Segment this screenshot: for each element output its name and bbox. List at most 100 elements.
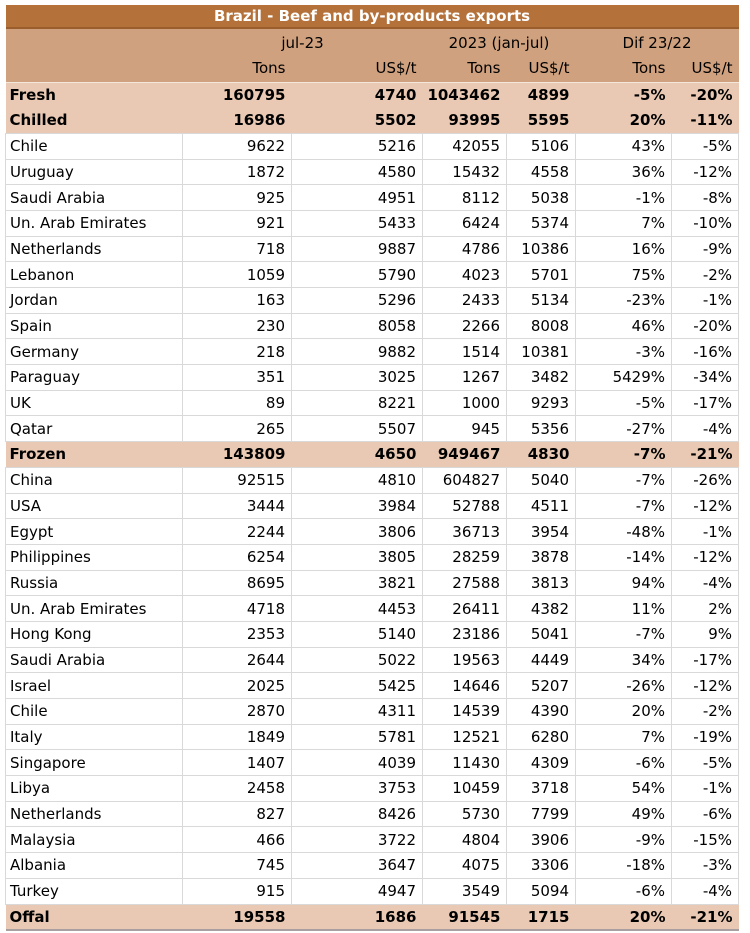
cell-tons-jul23: 718: [182, 235, 292, 263]
cell-usdt-jul23: 5502: [291, 107, 423, 134]
cell-usdt-dif: -10%: [670, 209, 740, 237]
cell-tons-jul23: 9622: [182, 132, 292, 160]
row-label: Saudi Arabia: [5, 184, 183, 211]
cell-tons-jul23: 4718: [182, 595, 292, 622]
cell-usdt-2023: 4558: [506, 158, 576, 186]
cell-tons-2023: 10459: [422, 775, 507, 802]
cell-usdt-dif: -20%: [671, 82, 739, 108]
cell-tons-2023: 26411: [422, 595, 507, 622]
table-row: Russia 8695 3821 27588 3813 94% -4%: [5, 569, 740, 597]
table-body: Fresh 160795 4740 1043462 4899 -5% -20% Chilled…: [5, 82, 740, 931]
cell-tons-jul23: 3444: [182, 492, 292, 520]
section-row: Chilled 16986 5502 93995 5595 20% -11%: [5, 107, 739, 134]
cell-tons-jul23: 143809: [182, 441, 292, 468]
cell-tons-jul23: 2353: [182, 620, 292, 648]
col-header-usdt-jul23: US$/t: [291, 56, 423, 83]
cell-tons-2023: 15432: [422, 158, 507, 186]
cell-tons-dif: 16%: [575, 235, 672, 263]
cell-usdt-2023: 8008: [506, 312, 576, 340]
cell-usdt-dif: -16%: [670, 338, 740, 366]
table-row: Netherlands 718 9887 4786 10386 16% -9%: [5, 235, 740, 263]
corner-cell-sub: [5, 56, 183, 83]
cell-usdt-2023: 3878: [506, 543, 576, 571]
cell-tons-2023: 11430: [422, 749, 507, 777]
cell-usdt-jul23: 5781: [291, 723, 423, 751]
cell-usdt-jul23: 5790: [291, 261, 423, 288]
cell-usdt-dif: -1%: [670, 775, 740, 802]
cell-usdt-2023: 4449: [506, 646, 576, 674]
table-row: China 92515 4810 604827 5040 -7% -26%: [5, 466, 740, 494]
cell-usdt-2023: 7799: [506, 800, 576, 828]
table-row: Spain 230 8058 2266 8008 46% -20%: [5, 312, 740, 340]
cell-usdt-dif: -6%: [670, 800, 740, 828]
cell-tons-2023: 2433: [422, 287, 507, 314]
row-label: UK: [5, 389, 183, 417]
table-row: USA 3444 3984 52788 4511 -7% -12%: [5, 492, 740, 520]
table-row: Un. Arab Emirates 4718 4453 26411 4382 11% 2%: [5, 595, 740, 622]
cell-tons-dif: 94%: [575, 569, 672, 597]
cell-usdt-2023: 1715: [506, 904, 576, 931]
cell-usdt-dif: -4%: [670, 877, 740, 905]
cell-usdt-dif: -17%: [670, 646, 740, 674]
row-label: Netherlands: [5, 800, 183, 828]
col-header-tons-jul23: Tons: [182, 56, 292, 83]
cell-tons-dif: -27%: [575, 415, 672, 443]
cell-tons-jul23: 92515: [182, 466, 292, 494]
cell-usdt-2023: 5038: [506, 184, 576, 211]
cell-usdt-2023: 9293: [506, 389, 576, 417]
cell-tons-jul23: 745: [182, 852, 292, 879]
row-label: Chile: [5, 132, 183, 160]
cell-usdt-jul23: 4810: [291, 466, 423, 494]
cell-usdt-dif: -34%: [670, 364, 740, 391]
cell-tons-2023: 27588: [422, 569, 507, 597]
cell-tons-jul23: 6254: [182, 543, 292, 571]
cell-usdt-dif: -11%: [671, 107, 739, 134]
row-label: Russia: [5, 569, 183, 597]
cell-usdt-dif: -4%: [670, 569, 740, 597]
cell-usdt-jul23: 9887: [291, 235, 423, 263]
cell-usdt-dif: -19%: [670, 723, 740, 751]
cell-usdt-2023: 3954: [506, 518, 576, 545]
cell-usdt-dif: -5%: [670, 132, 740, 160]
cell-tons-2023: 36713: [422, 518, 507, 545]
row-label: Malaysia: [5, 826, 183, 854]
cell-usdt-jul23: 4740: [291, 82, 423, 108]
column-group-jul23: jul-23: [182, 28, 423, 56]
cell-usdt-2023: 10386: [506, 235, 576, 263]
row-label: Germany: [5, 338, 183, 366]
cell-usdt-2023: 4830: [506, 441, 576, 468]
cell-tons-2023: 949467: [422, 441, 507, 468]
cell-usdt-2023: 5701: [506, 261, 576, 288]
cell-usdt-2023: 4390: [506, 698, 576, 725]
table-row: Israel 2025 5425 14646 5207 -26% -12%: [5, 672, 740, 699]
row-label: Singapore: [5, 749, 183, 777]
cell-usdt-dif: -2%: [670, 261, 740, 288]
cell-usdt-jul23: 8221: [291, 389, 423, 417]
row-label: Hong Kong: [5, 620, 183, 648]
cell-usdt-2023: 4899: [506, 82, 576, 108]
cell-tons-jul23: 2025: [182, 672, 292, 699]
cell-tons-dif: -23%: [575, 287, 672, 314]
cell-usdt-dif: -8%: [670, 184, 740, 211]
cell-usdt-jul23: 4650: [291, 441, 423, 468]
table-title: Brazil - Beef and by-products exports: [5, 5, 739, 29]
row-label: Qatar: [5, 415, 183, 443]
cell-tons-dif: -26%: [575, 672, 672, 699]
cell-tons-dif: -6%: [575, 877, 672, 905]
cell-usdt-jul23: 5296: [291, 287, 423, 314]
cell-tons-2023: 4804: [422, 826, 507, 854]
cell-usdt-dif: -4%: [670, 415, 740, 443]
column-group-2023-jan-jul: 2023 (jan-jul): [422, 28, 576, 56]
col-header-tons-dif: Tons: [575, 56, 672, 83]
row-label: Spain: [5, 312, 183, 340]
cell-tons-jul23: 351: [182, 364, 292, 391]
cell-usdt-2023: 10381: [506, 338, 576, 366]
row-label: USA: [5, 492, 183, 520]
cell-usdt-2023: 3906: [506, 826, 576, 854]
cell-tons-2023: 1514: [422, 338, 507, 366]
cell-tons-2023: 1043462: [422, 82, 507, 108]
table-row: Egypt 2244 3806 36713 3954 -48% -1%: [5, 518, 740, 545]
column-group-row: jul-23 2023 (jan-jul) Dif 23/22: [5, 28, 739, 56]
table-title-row: Brazil - Beef and by-products exports: [5, 5, 739, 29]
cell-tons-jul23: 1849: [182, 723, 292, 751]
